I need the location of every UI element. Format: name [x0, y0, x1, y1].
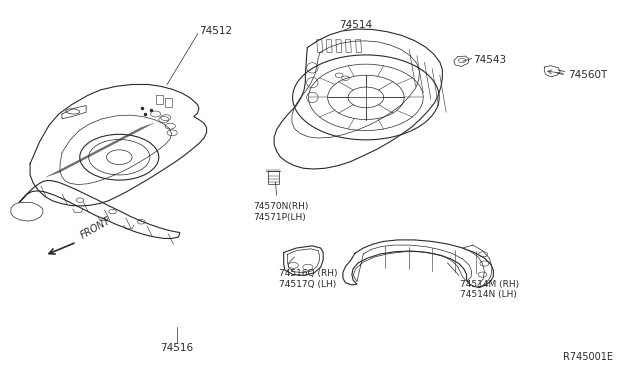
Text: 74516: 74516: [160, 343, 193, 353]
Text: 74570N(RH)
74571P(LH): 74570N(RH) 74571P(LH): [253, 202, 308, 222]
Text: 74543: 74543: [473, 55, 506, 65]
Text: 74514M (RH)
74514N (LH): 74514M (RH) 74514N (LH): [460, 280, 519, 299]
Text: FRONT: FRONT: [79, 215, 113, 241]
Text: R745001E: R745001E: [563, 352, 613, 362]
Text: 74512: 74512: [199, 26, 232, 36]
Text: 74516Q (RH)
74517Q (LH): 74516Q (RH) 74517Q (LH): [278, 269, 337, 289]
Text: 74514: 74514: [339, 20, 372, 31]
Text: 74560T: 74560T: [568, 70, 608, 80]
